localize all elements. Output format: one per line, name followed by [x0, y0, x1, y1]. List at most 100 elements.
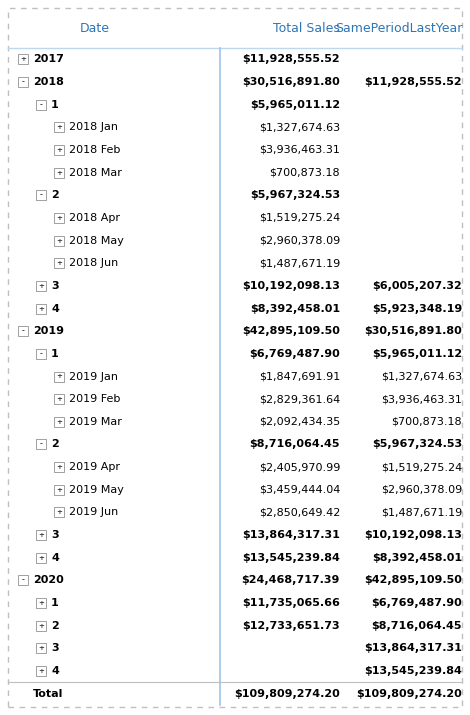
Text: +: + [38, 646, 44, 651]
Text: +: + [56, 487, 62, 493]
Text: +: + [38, 623, 44, 628]
Text: $2,405,970.99: $2,405,970.99 [258, 462, 340, 472]
Text: 2018 Apr: 2018 Apr [69, 213, 120, 223]
Bar [36, 666, 46, 676]
Text: 2019 Apr: 2019 Apr [69, 462, 120, 472]
Text: $5,967,324.53: $5,967,324.53 [250, 190, 340, 200]
Text: -: - [22, 578, 24, 583]
Text: Total Sales: Total Sales [273, 21, 340, 34]
Bar [36, 598, 46, 608]
Bar [54, 145, 64, 155]
Text: -: - [39, 102, 42, 108]
Text: $8,392,458.01: $8,392,458.01 [250, 304, 340, 314]
Bar [54, 213, 64, 223]
Text: $1,327,674.63: $1,327,674.63 [381, 372, 462, 382]
Text: 3: 3 [51, 281, 59, 291]
Text: $13,864,317.31: $13,864,317.31 [364, 644, 462, 654]
Bar [18, 77, 28, 87]
Text: +: + [56, 215, 62, 221]
Text: +: + [56, 169, 62, 176]
Text: $2,960,378.09: $2,960,378.09 [381, 485, 462, 495]
Text: 2018 Feb: 2018 Feb [69, 145, 120, 155]
Text: $700,873.18: $700,873.18 [392, 417, 462, 427]
Text: 2019 Feb: 2019 Feb [69, 394, 120, 404]
Bar [54, 167, 64, 177]
Text: 2017: 2017 [33, 54, 64, 64]
Text: $12,733,651.73: $12,733,651.73 [243, 621, 340, 631]
Text: $3,936,463.31: $3,936,463.31 [259, 145, 340, 155]
Text: 2019 Jun: 2019 Jun [69, 508, 118, 518]
Text: $11,928,555.52: $11,928,555.52 [243, 54, 340, 64]
Text: $109,809,274.20: $109,809,274.20 [356, 689, 462, 699]
Text: 2018 Jan: 2018 Jan [69, 122, 118, 132]
Text: $42,895,109.50: $42,895,109.50 [242, 326, 340, 336]
Bar [54, 508, 64, 518]
Text: -: - [22, 328, 24, 334]
Text: 4: 4 [51, 553, 59, 563]
Text: +: + [38, 532, 44, 538]
Text: $30,516,891.80: $30,516,891.80 [364, 326, 462, 336]
Text: +: + [56, 464, 62, 470]
Text: +: + [20, 56, 26, 62]
Text: 1: 1 [51, 99, 59, 109]
Text: 2018 Jun: 2018 Jun [69, 258, 118, 268]
Bar [54, 417, 64, 427]
Text: 2018: 2018 [33, 77, 64, 87]
Text: +: + [56, 260, 62, 266]
Bar [36, 349, 46, 359]
Text: Date: Date [80, 21, 110, 34]
Text: -: - [39, 441, 42, 448]
Text: +: + [56, 147, 62, 153]
Bar [36, 304, 46, 314]
Text: $5,965,011.12: $5,965,011.12 [372, 349, 462, 359]
Text: $30,516,891.80: $30,516,891.80 [242, 77, 340, 87]
Text: $6,769,487.90: $6,769,487.90 [371, 598, 462, 608]
Text: 2020: 2020 [33, 576, 64, 586]
Bar [36, 440, 46, 450]
Text: $42,895,109.50: $42,895,109.50 [364, 576, 462, 586]
Bar [54, 485, 64, 495]
Text: +: + [38, 283, 44, 289]
Text: 4: 4 [51, 304, 59, 314]
Bar [54, 258, 64, 268]
Text: 2018 Mar: 2018 Mar [69, 167, 122, 177]
Text: $2,829,361.64: $2,829,361.64 [259, 394, 340, 404]
Text: +: + [56, 419, 62, 425]
Text: 2: 2 [51, 621, 59, 631]
Text: 3: 3 [51, 530, 59, 540]
Text: 2: 2 [51, 190, 59, 200]
Text: +: + [56, 396, 62, 402]
Text: $5,967,324.53: $5,967,324.53 [372, 440, 462, 450]
Text: 2: 2 [51, 440, 59, 450]
Text: $13,545,239.84: $13,545,239.84 [242, 553, 340, 563]
Text: $13,545,239.84: $13,545,239.84 [364, 666, 462, 676]
Text: $1,487,671.19: $1,487,671.19 [259, 258, 340, 268]
Text: $3,936,463.31: $3,936,463.31 [381, 394, 462, 404]
Text: $1,847,691.91: $1,847,691.91 [259, 372, 340, 382]
Bar [36, 530, 46, 540]
Text: $1,519,275.24: $1,519,275.24 [259, 213, 340, 223]
Text: +: + [56, 237, 62, 244]
Bar [18, 54, 28, 64]
Bar [36, 190, 46, 200]
Bar [36, 644, 46, 654]
Text: $10,192,098.13: $10,192,098.13 [242, 281, 340, 291]
Text: 2019: 2019 [33, 326, 64, 336]
Text: 2019 May: 2019 May [69, 485, 124, 495]
Bar [54, 235, 64, 245]
Text: $8,392,458.01: $8,392,458.01 [372, 553, 462, 563]
Text: $11,928,555.52: $11,928,555.52 [364, 77, 462, 87]
Bar [36, 621, 46, 631]
Bar [18, 326, 28, 336]
Text: 2018 May: 2018 May [69, 235, 124, 245]
Text: 4: 4 [51, 666, 59, 676]
Text: Total: Total [33, 689, 63, 699]
Bar [54, 122, 64, 132]
Text: +: + [38, 555, 44, 561]
Bar [18, 576, 28, 586]
Text: $13,864,317.31: $13,864,317.31 [242, 530, 340, 540]
Bar [54, 394, 64, 404]
Text: $5,965,011.12: $5,965,011.12 [250, 99, 340, 109]
Text: $11,735,065.66: $11,735,065.66 [242, 598, 340, 608]
Text: +: + [38, 600, 44, 606]
